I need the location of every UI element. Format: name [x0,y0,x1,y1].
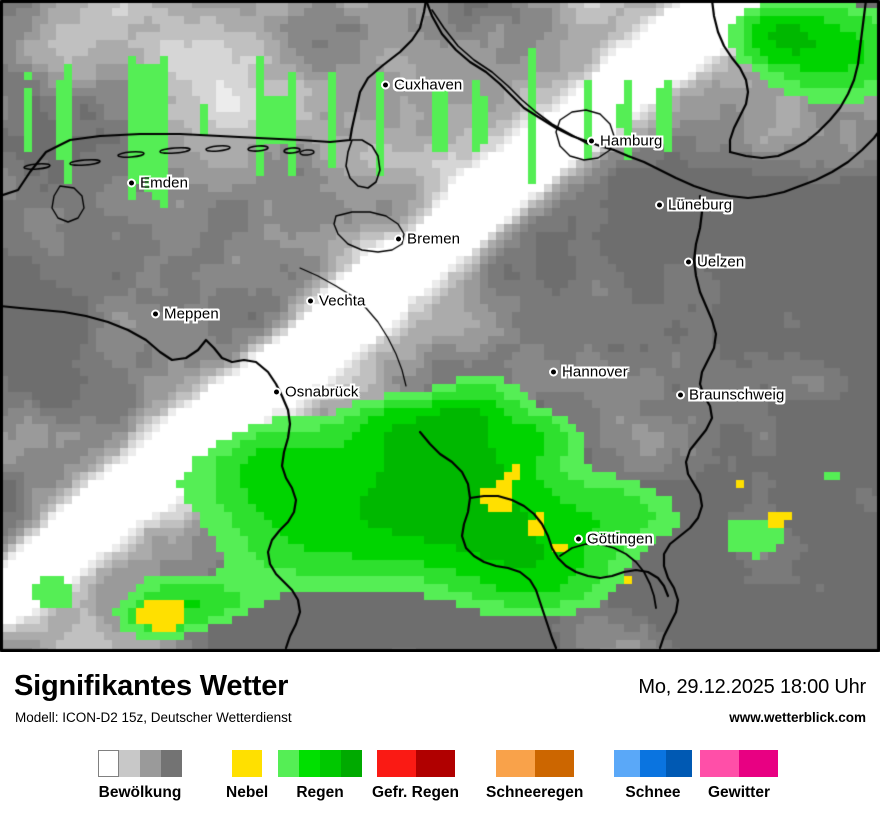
legend-label: Gewitter [707,784,770,801]
valid-datetime: Mo, 29.12.2025 18:00 Uhr [638,676,866,698]
website-link[interactable]: www.wetterblick.com [729,710,866,725]
legend-item: Regen [278,750,362,802]
legend-swatch-step [299,750,320,777]
legend-label: Gefr. Regen [372,784,459,801]
legend-item: Gewitter [700,750,778,802]
legend-swatch-step [534,750,574,777]
legend-swatch-step [320,750,341,777]
legend-swatch-step [376,750,416,777]
legend-swatch-step [700,750,739,777]
legend-label: Schnee [625,784,681,801]
legend-swatch-step [278,750,299,777]
legend-label: Regen [296,784,344,801]
legend-item: Bewölkung [98,750,182,802]
legend-swatch-step [495,750,535,777]
legend-swatch [98,750,182,777]
page-title: Signifikantes Wetter [14,670,289,702]
legend-swatch [495,750,574,777]
legend-swatch-step [666,750,692,777]
legend-swatch-step [739,750,778,777]
legend-item: Gefr. Regen [372,750,459,802]
legend-item: Schnee [614,750,692,802]
legend-swatch-step [341,750,362,777]
model-subtitle: Modell: ICON-D2 15z, Deutscher Wetterdie… [15,710,292,725]
legend-item: Schneeregen [486,750,583,802]
legend-swatch [376,750,455,777]
legend-label: Bewölkung [98,784,182,801]
legend-swatch-step [614,750,640,777]
legend-swatch-step [119,750,140,777]
legend-item: Nebel [226,750,268,802]
radar-overlay-canvas [0,0,880,652]
legend-swatch [614,750,692,777]
legend-swatch-step [232,750,263,777]
legend-swatch [232,750,263,777]
legend-swatch-step [161,750,182,777]
legend-swatch-step [640,750,666,777]
legend-swatch-step [140,750,161,777]
legend-swatch-step [415,750,455,777]
legend-swatch [278,750,362,777]
legend-label: Nebel [226,784,269,801]
footer-panel: Signifikantes Wetter Modell: ICON-D2 15z… [0,652,880,830]
legend-swatch-step [98,750,119,777]
weather-map[interactable]: Cuxhaven Hamburg Emden Lüneburg Bremen Uelzen… [0,0,880,652]
legend-label: Schneeregen [486,784,584,801]
legend: Bewölkung Nebel Regen Gefr. Regen Schneerege… [0,750,880,822]
legend-swatch [700,750,778,777]
